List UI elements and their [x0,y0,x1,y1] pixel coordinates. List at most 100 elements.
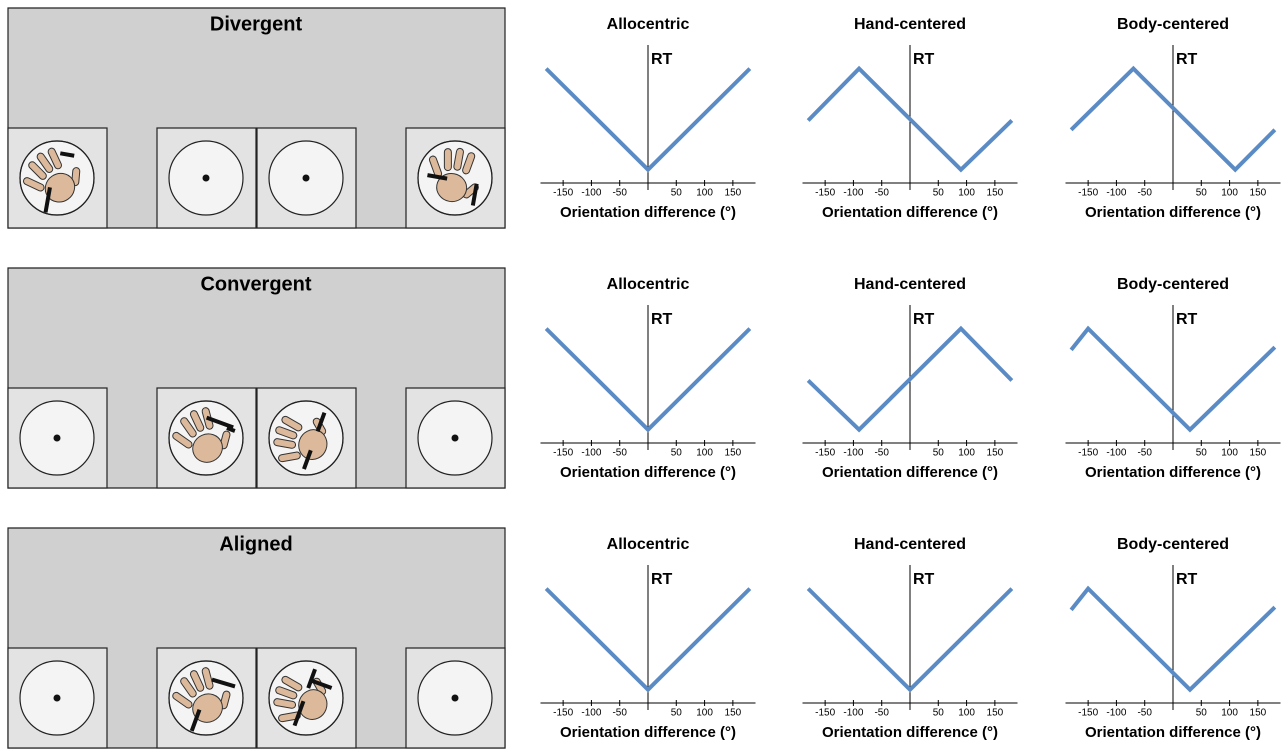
hand-icon [22,147,81,213]
y-axis-label: RT [913,311,935,328]
x-axis-label: Orientation difference (°) [822,724,998,741]
palm [298,689,328,721]
finger [453,147,464,171]
chart-title: Hand-centered [854,536,966,553]
x-tick-label: 100 [958,708,975,719]
finger [275,686,298,700]
chart-title: Hand-centered [854,276,966,293]
rt-line [1069,325,1277,433]
x-tick-label: -150 [553,448,573,459]
x-tick-label: 150 [987,708,1004,719]
x-tick-label: -50 [612,188,627,199]
rt-line [544,327,752,433]
x-axis-label: Orientation difference (°) [560,464,736,481]
chart-title: Body-centered [1117,16,1229,33]
x-tick-label: -50 [874,448,889,459]
y-axis-label: RT [913,571,935,588]
y-axis-label: RT [1176,571,1198,588]
finger [36,152,54,173]
finger [180,417,197,438]
rt-line [806,325,1014,433]
bar-marker [427,173,479,206]
y-axis-label: RT [651,311,673,328]
x-tick-label: 50 [1196,448,1208,459]
x-tick-label: -100 [1106,708,1126,719]
finger [22,177,45,192]
finger [189,410,205,432]
x-tick-label: -50 [1137,448,1152,459]
x-tick-label: 150 [987,448,1004,459]
chart-title: Allocentric [607,16,690,33]
x-tick-label: 50 [1196,188,1208,199]
chart-title: Allocentric [607,276,690,293]
x-tick-label: 150 [1250,188,1267,199]
condition-title: Convergent [200,273,311,295]
x-tick-label: -100 [1106,188,1126,199]
rt-line [1069,585,1277,693]
rt-line [806,65,1014,173]
x-axis-label: Orientation difference (°) [822,204,998,221]
x-tick-label: 100 [958,188,975,199]
rt-line [544,587,752,693]
finger [189,670,205,692]
stimulus-outline [268,400,344,476]
x-tick-label: -50 [874,188,889,199]
finger [273,438,297,449]
rt-line [806,587,1014,693]
fixation-dot [302,174,310,182]
stimulus-outline [268,660,344,736]
x-tick-label: 150 [725,448,742,459]
y-axis-label: RT [651,51,673,68]
x-tick-label: 150 [1250,448,1267,459]
stimulus-outline [168,400,244,476]
x-tick-label: 150 [1250,708,1267,719]
x-tick-label: 100 [696,188,713,199]
finger [281,415,303,432]
fixation-dot [202,174,210,182]
x-tick-label: 100 [696,448,713,459]
finger [201,667,214,690]
x-tick-label: 100 [1221,188,1238,199]
x-tick-label: -100 [843,708,863,719]
finger [275,426,298,440]
chart-title: Hand-centered [854,16,966,33]
chart-title: Body-centered [1117,536,1229,553]
fixation-dot [53,694,61,702]
hand-icon [273,411,328,470]
bar-marker [43,151,75,213]
x-tick-label: 150 [725,708,742,719]
y-axis-label: RT [651,571,673,588]
x-axis-label: Orientation difference (°) [1085,724,1261,741]
hand-icon [427,147,479,206]
x-tick-label: -150 [553,708,573,719]
x-axis-label: Orientation difference (°) [560,724,736,741]
x-tick-label: 100 [696,708,713,719]
x-tick-label: 100 [1221,448,1238,459]
stimulus-outline [19,140,95,216]
x-tick-label: 50 [933,448,945,459]
x-tick-label: 50 [933,188,945,199]
x-axis-label: Orientation difference (°) [560,204,736,221]
x-tick-label: 100 [1221,708,1238,719]
hand-icon [172,407,236,463]
x-tick-label: -150 [815,188,835,199]
x-tick-label: -100 [581,708,601,719]
x-tick-label: -50 [612,708,627,719]
finger [47,147,63,170]
x-tick-label: 100 [958,448,975,459]
x-tick-label: 150 [725,188,742,199]
x-tick-label: -100 [581,448,601,459]
x-tick-label: -100 [843,188,863,199]
bar-marker [189,677,236,732]
bar-marker [205,415,236,433]
bar-marker [292,668,333,727]
condition-title: Divergent [210,13,303,35]
bar-marker [302,411,327,470]
x-axis-label: Orientation difference (°) [822,464,998,481]
x-tick-label: -50 [612,448,627,459]
rt-line [544,67,752,173]
x-tick-label: -150 [1078,708,1098,719]
fixation-dot [451,434,459,442]
x-tick-label: 50 [671,188,683,199]
finger [443,148,452,172]
